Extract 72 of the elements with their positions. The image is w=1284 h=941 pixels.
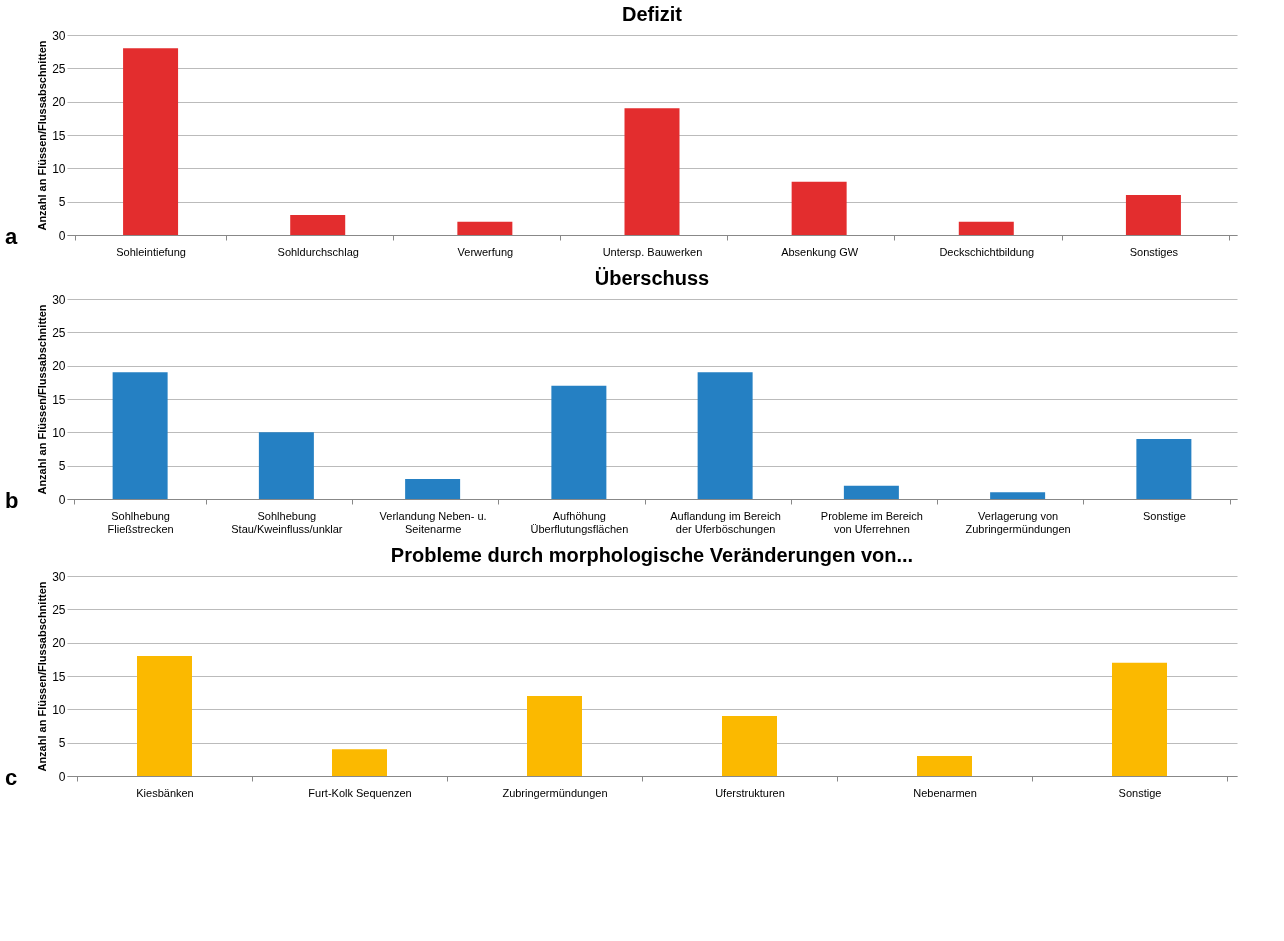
x-tick-label: Aufhöhung Überflutungsflächen: [530, 509, 629, 535]
bar: [290, 215, 346, 235]
x-tick-label: Furt-Kolk Sequenzen: [308, 786, 412, 799]
x-tick-label: Sohlhebung Fließstrecken: [107, 509, 174, 535]
y-tick-label: 5: [58, 736, 66, 751]
bar: [1112, 662, 1167, 776]
x-tick-label: Zubringermündungen: [502, 786, 608, 799]
bar: [990, 492, 1046, 499]
y-tick-label: 20: [52, 359, 66, 374]
y-tick-label: 15: [52, 669, 66, 684]
y-tick-label: 15: [52, 128, 66, 143]
x-tick-label: Verwerfung: [457, 245, 514, 258]
x-tick-label: Sohlhebung Stau/Kweinfluss/unklar: [231, 509, 343, 535]
bar: [722, 716, 777, 776]
y-tick-label: 0: [58, 769, 66, 784]
bar: [527, 696, 582, 776]
x-tick-label: Absenkung GW: [781, 245, 859, 258]
chart-title: Überschuss: [594, 267, 710, 289]
bar: [624, 108, 680, 235]
y-tick-label: 30: [52, 569, 66, 584]
y-tick-label: 30: [52, 292, 66, 307]
y-tick-label: 10: [52, 702, 66, 717]
y-tick-label: 10: [52, 161, 66, 176]
chart-title: Defizit: [622, 3, 683, 25]
y-tick-label: 20: [52, 95, 66, 110]
chart-title: Probleme durch morphologische Veränderungen von...: [390, 544, 914, 566]
x-tick-label: Uferstrukturen: [715, 786, 785, 799]
bar: [137, 656, 192, 776]
bar: [697, 372, 753, 499]
y-tick-label: 15: [52, 392, 66, 407]
bar: [551, 385, 607, 499]
text: a: [5, 224, 18, 249]
bar: [791, 181, 847, 235]
text: c: [5, 765, 18, 790]
x-tick-label: Verlagerung von Zubringermündungen: [965, 509, 1071, 535]
x-tick-label: Auflandung im Bereich der Uferböschungen: [670, 509, 781, 535]
y-axis-title: Anzahl an Flüssen/Flussabschnitten: [36, 304, 49, 495]
bar: [332, 749, 387, 776]
bar: [112, 372, 168, 499]
x-tick-label: Kiesbänken: [136, 786, 194, 799]
y-tick-label: 0: [58, 228, 66, 243]
x-tick-label: Sonstige: [1118, 786, 1162, 799]
x-tick-label: Sonstiges: [1129, 245, 1179, 258]
x-tick-label: Sohldurchschlag: [277, 245, 359, 258]
x-tick-label: Sohleintiefung: [116, 245, 186, 258]
x-tick-label: Untersp. Bauwerken: [602, 245, 703, 258]
x-tick-label: Verlandung Neben- u. Seitenarme: [379, 509, 487, 535]
y-axis-title: Anzahl an Flüssen/Flussabschnitten: [36, 581, 49, 772]
y-tick-label: 25: [52, 602, 66, 617]
y-tick-label: 25: [52, 325, 66, 340]
bar: [1125, 195, 1181, 235]
bar: [457, 221, 513, 235]
bar: [917, 756, 972, 776]
bar: [123, 48, 179, 235]
bar: [843, 485, 899, 499]
y-tick-label: 0: [58, 492, 66, 507]
text: b: [5, 488, 19, 513]
y-tick-label: 5: [58, 195, 66, 210]
y-tick-label: 10: [52, 425, 66, 440]
x-tick-label: Nebenarmen: [913, 786, 977, 799]
y-tick-label: 30: [52, 28, 66, 43]
y-tick-label: 20: [52, 636, 66, 651]
bar: [1136, 439, 1192, 499]
y-axis-title: Anzahl an Flüssen/Flussabschnitten: [36, 40, 49, 231]
bar: [258, 432, 314, 499]
x-tick-label: Probleme im Bereich von Uferrehnen: [820, 509, 923, 535]
x-tick-label: Sonstige: [1142, 509, 1186, 522]
bar: [405, 479, 461, 499]
y-tick-label: 25: [52, 61, 66, 76]
y-tick-label: 5: [58, 459, 66, 474]
bar: [958, 221, 1014, 235]
x-tick-label: Deckschichtbildung: [939, 245, 1035, 258]
